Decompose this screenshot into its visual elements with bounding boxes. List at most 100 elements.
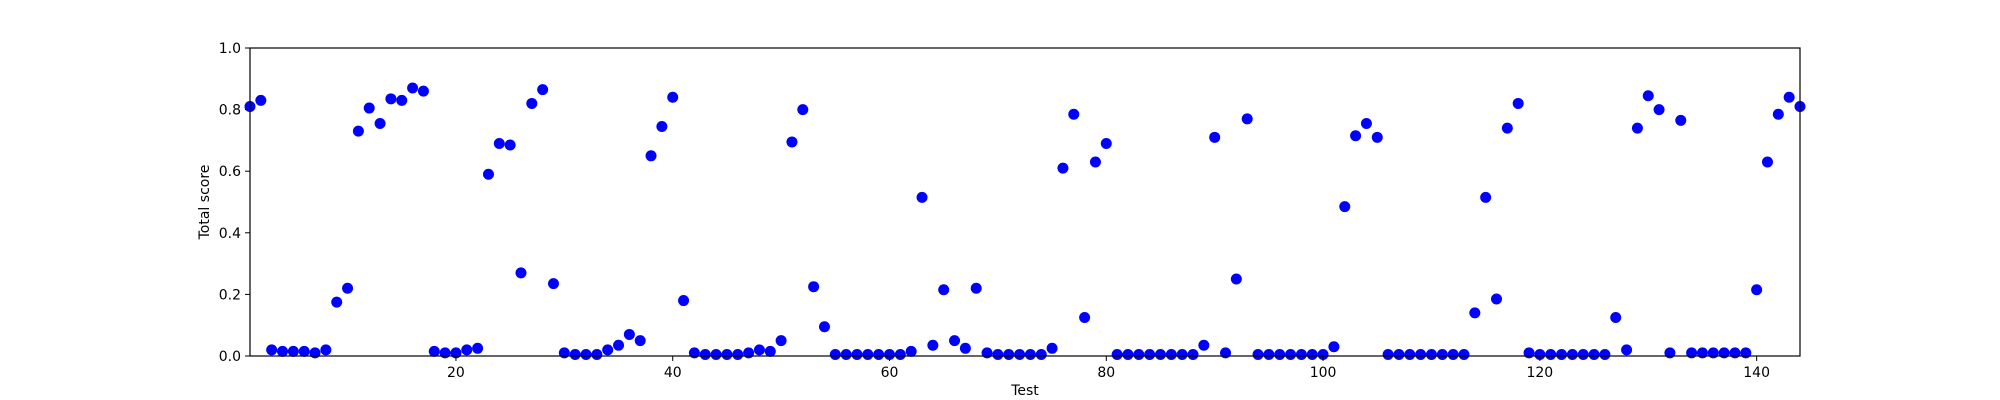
data-point [710, 348, 722, 360]
data-point [667, 91, 679, 103]
x-tick-label: 40 [664, 365, 682, 381]
x-axis-ticks: 20 40 60 80 100 120 140 [447, 356, 1770, 381]
data-point [1469, 307, 1481, 319]
data-point [591, 348, 603, 360]
data-point [1599, 348, 1611, 360]
data-point [298, 345, 310, 357]
data-point [623, 328, 635, 340]
data-point [970, 282, 982, 294]
data-point [1707, 347, 1719, 359]
data-point [526, 97, 538, 109]
data-point [1371, 131, 1383, 143]
data-point [1436, 348, 1448, 360]
data-point [1252, 348, 1264, 360]
data-point [1556, 348, 1568, 360]
data-point [1664, 347, 1676, 359]
y-tick-label: 0.4 [219, 226, 241, 242]
data-point [1035, 348, 1047, 360]
data-point [1653, 104, 1665, 116]
data-point [613, 339, 625, 351]
data-point [1642, 90, 1654, 102]
data-point [634, 335, 646, 347]
data-point [1154, 348, 1166, 360]
x-tick-label: 100 [1310, 365, 1337, 381]
y-tick-label: 0.8 [219, 103, 241, 119]
data-point [1187, 348, 1199, 360]
y-tick-label: 0.2 [219, 287, 241, 303]
data-point [1545, 348, 1557, 360]
data-point [1317, 348, 1329, 360]
data-point [1751, 284, 1763, 296]
data-point [493, 137, 505, 149]
data-point [818, 321, 830, 333]
y-tick-label: 0.6 [219, 164, 241, 180]
data-point [1512, 97, 1524, 109]
data-point [808, 281, 820, 293]
data-point [840, 348, 852, 360]
data-point [873, 348, 885, 360]
data-point [1295, 348, 1307, 360]
data-point [1285, 348, 1297, 360]
data-point [1404, 348, 1416, 360]
data-point [320, 344, 332, 356]
data-point [1360, 117, 1372, 129]
data-point [981, 347, 993, 359]
data-point [547, 278, 559, 290]
data-point [1718, 347, 1730, 359]
x-tick-label: 60 [881, 365, 899, 381]
data-point [1057, 162, 1069, 174]
data-point [1686, 347, 1698, 359]
data-point [352, 125, 364, 137]
data-point [1480, 191, 1492, 203]
data-point [1631, 122, 1643, 134]
data-point [515, 267, 527, 279]
data-point [1621, 344, 1633, 356]
data-point [775, 335, 787, 347]
data-point [786, 136, 798, 148]
data-point [1501, 122, 1513, 134]
data-point [277, 345, 289, 357]
data-point [1079, 312, 1091, 323]
data-point [1729, 347, 1741, 359]
data-point [1610, 312, 1622, 323]
data-point [1566, 348, 1578, 360]
data-point [894, 348, 906, 360]
y-axis-ticks: 0.0 0.2 0.4 0.6 0.8 1.0 [219, 41, 250, 365]
data-point [1382, 348, 1394, 360]
data-point [1144, 348, 1156, 360]
data-point [1014, 348, 1026, 360]
data-point [472, 342, 484, 354]
data-point [417, 85, 429, 97]
data-point [569, 348, 581, 360]
data-point [1772, 108, 1784, 120]
data-point [363, 102, 375, 114]
data-point [743, 347, 755, 359]
data-point [309, 347, 321, 359]
data-point [1003, 348, 1015, 360]
data-point [829, 348, 841, 360]
x-tick-label: 140 [1743, 365, 1770, 381]
data-point [266, 344, 278, 356]
data-point [385, 93, 397, 105]
data-point [938, 284, 950, 296]
data-point [797, 104, 809, 116]
x-tick-label: 20 [447, 365, 465, 381]
data-point [1111, 348, 1123, 360]
data-point [1263, 348, 1275, 360]
data-point [1024, 348, 1036, 360]
data-point [1458, 348, 1470, 360]
data-point [721, 348, 733, 360]
data-point [656, 121, 668, 133]
data-point [1523, 347, 1535, 359]
data-point [753, 344, 765, 356]
x-tick-label: 80 [1097, 365, 1115, 381]
data-point [1393, 348, 1405, 360]
data-point [905, 345, 917, 357]
data-point [699, 348, 711, 360]
data-point [916, 191, 928, 203]
data-point [1230, 273, 1242, 285]
data-point [602, 344, 614, 356]
data-point [428, 345, 440, 357]
data-point [1209, 131, 1221, 143]
